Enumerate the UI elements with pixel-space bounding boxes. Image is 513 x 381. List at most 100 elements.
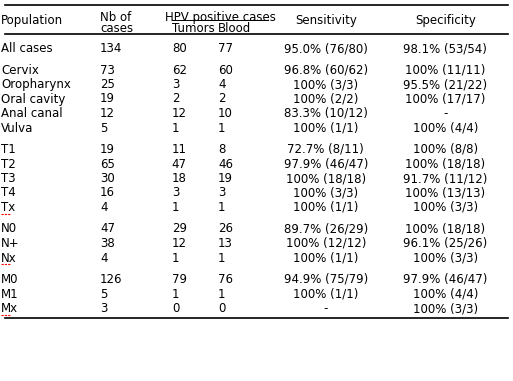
Text: 3: 3 [100,302,107,315]
Text: All cases: All cases [1,42,53,55]
Text: 16: 16 [100,187,115,200]
Text: Blood: Blood [218,22,251,35]
Text: Oropharynx: Oropharynx [1,78,71,91]
Text: 13: 13 [218,237,233,250]
Text: 91.7% (11/12): 91.7% (11/12) [403,172,487,185]
Text: 38: 38 [100,237,115,250]
Text: 100% (11/11): 100% (11/11) [405,64,485,77]
Text: 65: 65 [100,157,115,171]
Text: 19: 19 [100,143,115,156]
Text: 97.9% (46/47): 97.9% (46/47) [403,273,487,286]
Text: 80: 80 [172,42,187,55]
Text: 1: 1 [218,122,226,134]
Text: 4: 4 [218,78,226,91]
Text: 134: 134 [100,42,123,55]
Text: 95.0% (76/80): 95.0% (76/80) [284,42,368,55]
Text: 2: 2 [218,93,226,106]
Text: 1: 1 [172,288,180,301]
Text: 95.5% (21/22): 95.5% (21/22) [403,78,487,91]
Text: Vulva: Vulva [1,122,33,134]
Text: 47: 47 [172,157,187,171]
Text: 47: 47 [100,223,115,235]
Text: 79: 79 [172,273,187,286]
Text: Cervix: Cervix [1,64,39,77]
Text: 77: 77 [218,42,233,55]
Text: 94.9% (75/79): 94.9% (75/79) [284,273,368,286]
Text: 3: 3 [172,78,179,91]
Text: 100% (3/3): 100% (3/3) [293,78,358,91]
Text: 1: 1 [218,251,226,264]
Text: 97.9% (46/47): 97.9% (46/47) [284,157,368,171]
Text: 96.1% (25/26): 96.1% (25/26) [403,237,487,250]
Text: 5: 5 [100,122,107,134]
Text: T1: T1 [1,143,16,156]
Text: 83.3% (10/12): 83.3% (10/12) [284,107,368,120]
Text: Mx: Mx [1,302,18,315]
Text: 10: 10 [218,107,233,120]
Text: 89.7% (26/29): 89.7% (26/29) [284,223,368,235]
Text: Specificity: Specificity [415,14,476,27]
Text: 62: 62 [172,64,187,77]
Text: 25: 25 [100,78,115,91]
Text: 1: 1 [172,201,180,214]
Text: 0: 0 [218,302,225,315]
Text: T3: T3 [1,172,16,185]
Text: 18: 18 [172,172,187,185]
Text: 100% (17/17): 100% (17/17) [405,93,485,106]
Text: 98.1% (53/54): 98.1% (53/54) [403,42,487,55]
Text: 12: 12 [100,107,115,120]
Text: 126: 126 [100,273,123,286]
Text: 100% (1/1): 100% (1/1) [293,251,359,264]
Text: 100% (3/3): 100% (3/3) [413,251,478,264]
Text: 100% (1/1): 100% (1/1) [293,201,359,214]
Text: 4: 4 [100,201,108,214]
Text: N+: N+ [1,237,19,250]
Text: 3: 3 [172,187,179,200]
Text: 29: 29 [172,223,187,235]
Text: 19: 19 [100,93,115,106]
Text: 12: 12 [172,107,187,120]
Text: HPV positive cases: HPV positive cases [165,11,275,24]
Text: 11: 11 [172,143,187,156]
Text: 100% (3/3): 100% (3/3) [413,201,478,214]
Text: 5: 5 [100,288,107,301]
Text: 100% (8/8): 100% (8/8) [413,143,478,156]
Text: Nx: Nx [1,251,17,264]
Text: -: - [324,302,328,315]
Text: -: - [443,107,447,120]
Text: 100% (4/4): 100% (4/4) [412,122,478,134]
Text: 100% (18/18): 100% (18/18) [405,223,485,235]
Text: 2: 2 [172,93,180,106]
Text: T4: T4 [1,187,16,200]
Text: 4: 4 [100,251,108,264]
Text: 100% (13/13): 100% (13/13) [405,187,485,200]
Text: 30: 30 [100,172,115,185]
Text: M0: M0 [1,273,18,286]
Text: N0: N0 [1,223,17,235]
Text: 1: 1 [172,122,180,134]
Text: Anal canal: Anal canal [1,107,63,120]
Text: 8: 8 [218,143,225,156]
Text: cases: cases [100,22,133,35]
Text: 96.8% (60/62): 96.8% (60/62) [284,64,368,77]
Text: T2: T2 [1,157,16,171]
Text: 100% (3/3): 100% (3/3) [293,187,358,200]
Text: 1: 1 [218,201,226,214]
Text: 19: 19 [218,172,233,185]
Text: 100% (18/18): 100% (18/18) [405,157,485,171]
Text: Oral cavity: Oral cavity [1,93,65,106]
Text: 100% (3/3): 100% (3/3) [413,302,478,315]
Text: 100% (1/1): 100% (1/1) [293,288,359,301]
Text: Nb of: Nb of [100,11,131,24]
Text: 26: 26 [218,223,233,235]
Text: 72.7% (8/11): 72.7% (8/11) [287,143,364,156]
Text: 3: 3 [218,187,225,200]
Text: 100% (1/1): 100% (1/1) [293,122,359,134]
Text: 100% (12/12): 100% (12/12) [286,237,366,250]
Text: Tx: Tx [1,201,15,214]
Text: 100% (18/18): 100% (18/18) [286,172,366,185]
Text: 0: 0 [172,302,179,315]
Text: M1: M1 [1,288,18,301]
Text: 76: 76 [218,273,233,286]
Text: Tumors: Tumors [172,22,214,35]
